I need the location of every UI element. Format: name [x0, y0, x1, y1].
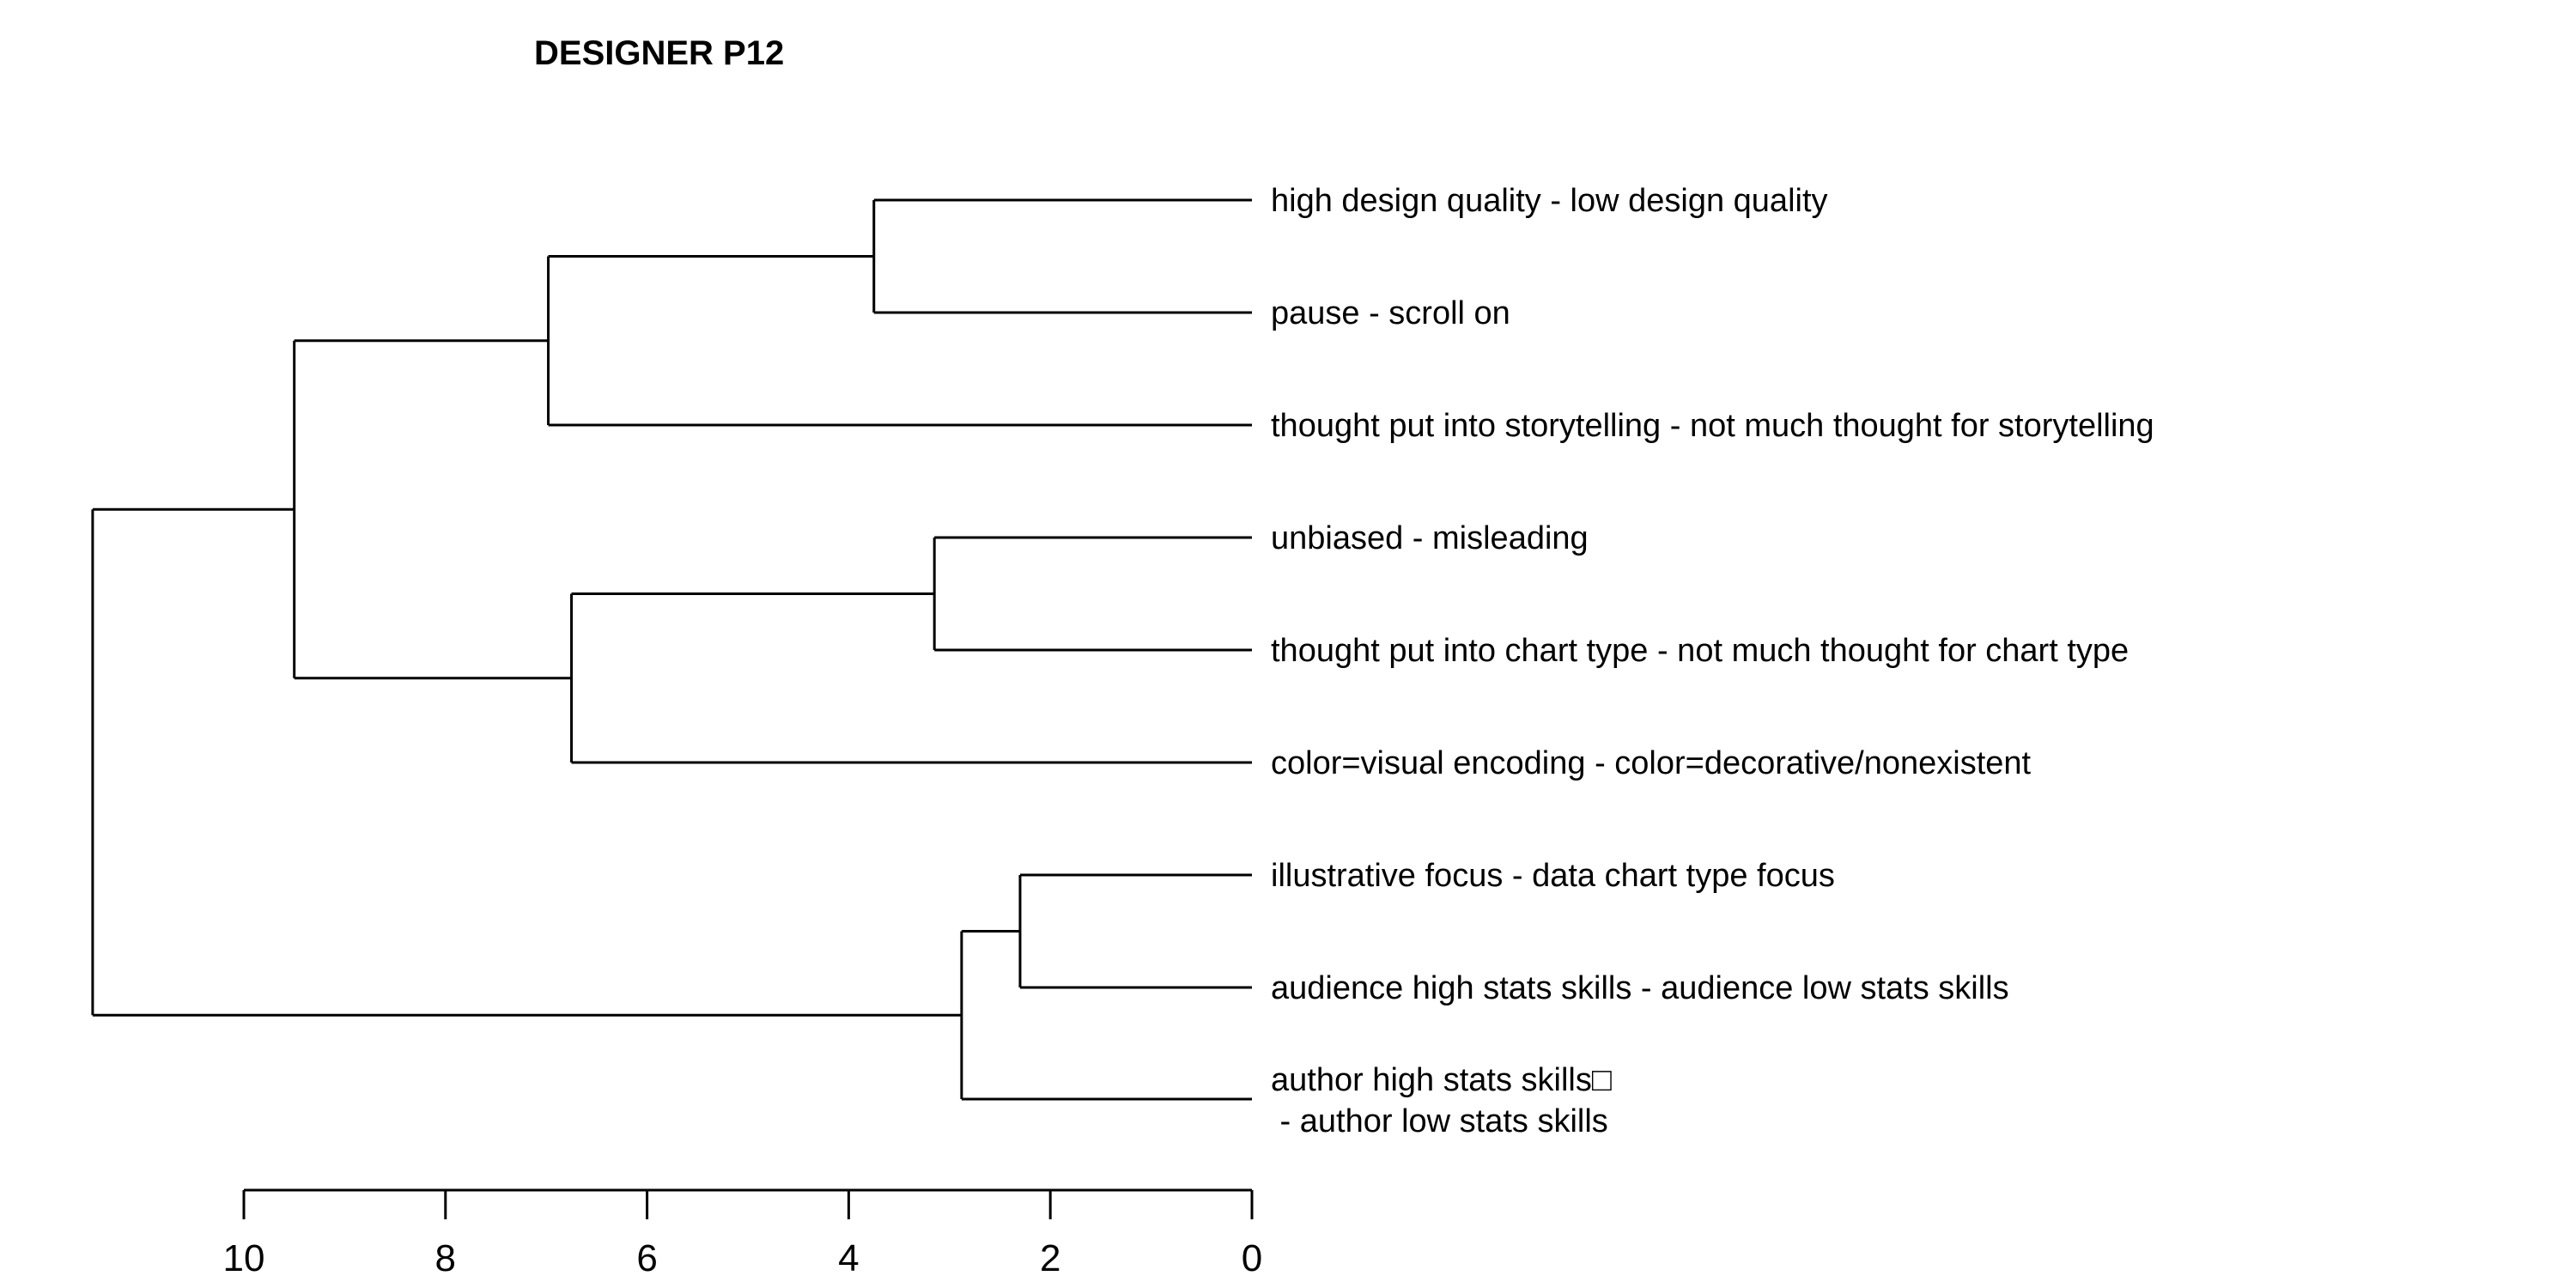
- chart-title: DESIGNER P12: [534, 34, 784, 72]
- leaf-label: author high stats skills□: [1271, 1062, 1612, 1098]
- leaf-label: pause - scroll on: [1271, 295, 1510, 331]
- tick-label: 0: [1242, 1237, 1262, 1279]
- tick-label: 8: [435, 1237, 456, 1279]
- leaf-label: thought put into chart type - not much t…: [1271, 633, 2129, 669]
- leaf-label: color=visual encoding - color=decorative…: [1271, 745, 2032, 781]
- tick-label: 4: [838, 1237, 859, 1279]
- leaf-label: high design quality - low design quality: [1271, 183, 1828, 219]
- leaf-label: audience high stats skills - audience lo…: [1271, 970, 2009, 1006]
- leaf-label: unbiased - misleading: [1271, 520, 1589, 556]
- leaf-label: illustrative focus - data chart type foc…: [1271, 858, 1835, 894]
- dendrogram-tree: [91, 198, 1252, 1101]
- tick-label: 2: [1040, 1237, 1060, 1279]
- leaf-label: thought put into storytelling - not much…: [1271, 408, 2154, 444]
- leaf-label-continued: - author low stats skills: [1271, 1103, 1608, 1139]
- tick-label: 6: [636, 1237, 657, 1279]
- tick-label: 10: [223, 1237, 265, 1279]
- x-axis: 10 8 6 4 2 0: [223, 1188, 1262, 1279]
- leaf-labels: high design quality - low design quality…: [1271, 183, 2154, 1139]
